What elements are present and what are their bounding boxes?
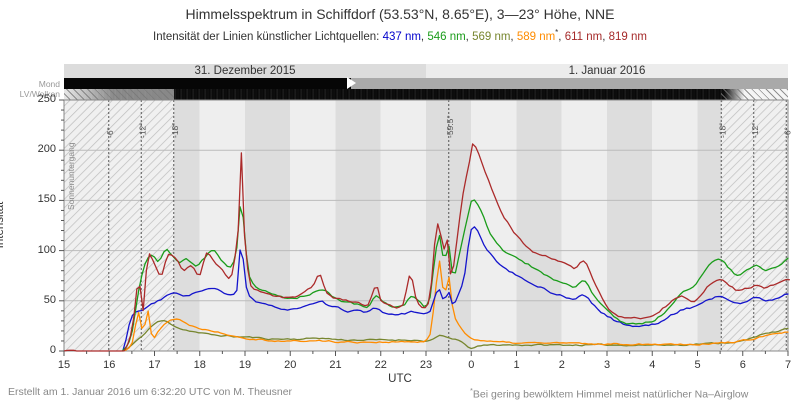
svg-text:-18°: -18° <box>170 122 180 138</box>
svg-text:-6°: -6° <box>105 127 115 138</box>
svg-text:-59.5°: -59.5° <box>445 115 455 138</box>
svg-text:Sonnenuntergang: Sonnenuntergang <box>66 142 76 210</box>
svg-text:-12°: -12° <box>137 122 147 138</box>
svg-text:-18°: -18° <box>717 122 727 138</box>
svg-text:-6°: -6° <box>782 127 792 138</box>
svg-text:-12°: -12° <box>750 122 760 138</box>
